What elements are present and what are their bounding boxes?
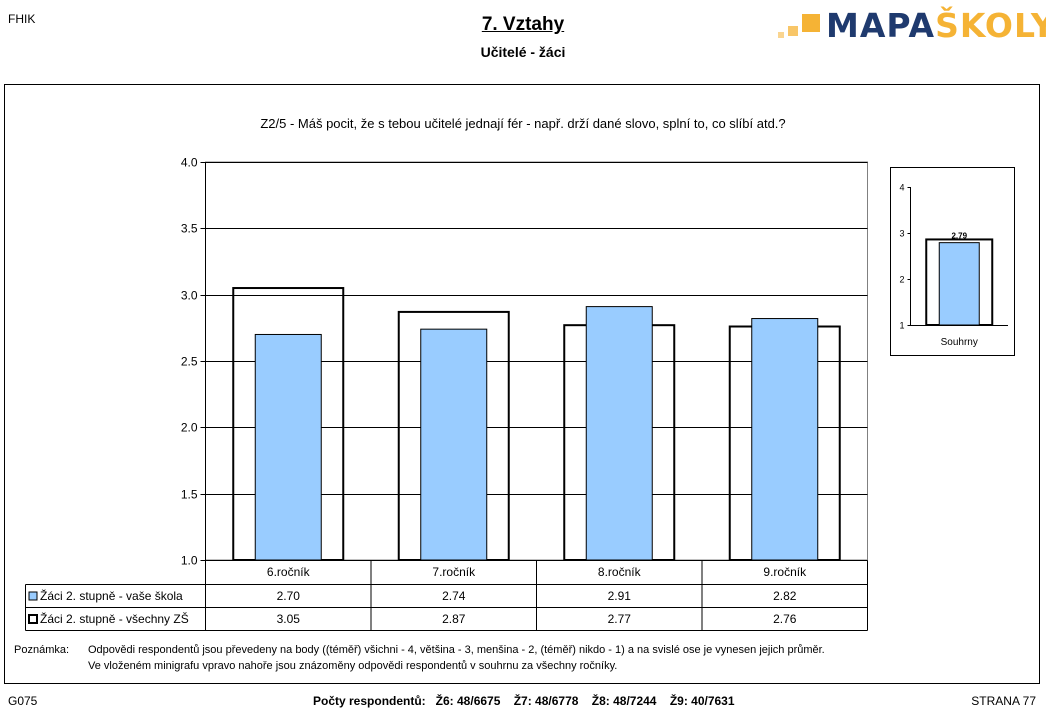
y-tick-label: 3.0 — [181, 289, 198, 303]
data-label-all-schools: 2.87 — [442, 612, 466, 626]
y-tick-label: 1.5 — [181, 488, 198, 502]
y-tick-label: 4.0 — [181, 156, 198, 170]
mini-data-label: 2.79 — [951, 232, 967, 241]
page-title: 7. Vztahy — [481, 14, 565, 35]
page-subtitle: Učitelé - žáci — [480, 44, 566, 60]
mini-y-tick-label: 1 — [899, 321, 904, 331]
logo-text-mapa: MAPA — [826, 6, 936, 45]
respondent-counts: Počty respondentů: Ž6: 48/6675 Ž7: 48/67… — [313, 694, 735, 708]
data-label-your-school: 2.70 — [277, 589, 301, 603]
legend-label-all-schools: Žáci 2. stupně - všechny ZŠ — [40, 611, 189, 626]
note-label: Poznámka: — [14, 644, 70, 656]
x-category-label: 7.ročník — [432, 565, 476, 579]
y-tick-label: 2.5 — [181, 355, 198, 369]
document-code: FHIK — [8, 12, 36, 26]
y-tick-label: 2.0 — [181, 421, 198, 435]
page-number: STRANA 77 — [971, 694, 1036, 708]
data-label-your-school: 2.74 — [442, 589, 466, 603]
mini-y-tick-label: 2 — [899, 275, 904, 285]
bar-your-school — [254, 333, 322, 561]
chart-frame — [4, 84, 1040, 684]
x-category-label: 9.ročník — [763, 565, 807, 579]
document-code-footer: G075 — [8, 694, 38, 708]
data-label-all-schools: 2.76 — [773, 612, 797, 626]
data-label-your-school: 2.91 — [608, 589, 632, 603]
note-line-2: Ve vloženém minigrafu vpravo nahoře jsou… — [88, 660, 618, 672]
mapaskoly-logo: MAPAŠKOLY — [776, 6, 1046, 45]
mini-bar-your-school — [938, 242, 980, 326]
legend-label-your-school: Žáci 2. stupně - vaše škola — [40, 588, 183, 603]
data-label-all-schools: 2.77 — [608, 612, 632, 626]
legend-key-all-schools — [28, 614, 38, 624]
mini-y-tick-label: 3 — [899, 229, 904, 239]
x-category-label: 6.ročník — [267, 565, 311, 579]
x-category-label: 8.ročník — [598, 565, 642, 579]
mini-category-label: Souhrny — [941, 337, 978, 348]
data-label-your-school: 2.82 — [773, 589, 797, 603]
bar-your-school — [585, 306, 653, 561]
y-tick-label: 1.0 — [181, 554, 198, 568]
logo-text-skoly: ŠKOLY — [935, 6, 1046, 45]
y-tick-label: 3.5 — [181, 222, 198, 236]
mini-y-tick-label: 4 — [899, 183, 904, 193]
data-label-all-schools: 3.05 — [277, 612, 301, 626]
bar-your-school — [751, 318, 819, 561]
question-text: Z2/5 - Máš pocit, že s tebou učitelé jed… — [260, 116, 786, 131]
legend-key-your-school — [28, 591, 38, 601]
note-line-1: Odpovědi respondentů jsou převedeny na b… — [88, 644, 825, 656]
